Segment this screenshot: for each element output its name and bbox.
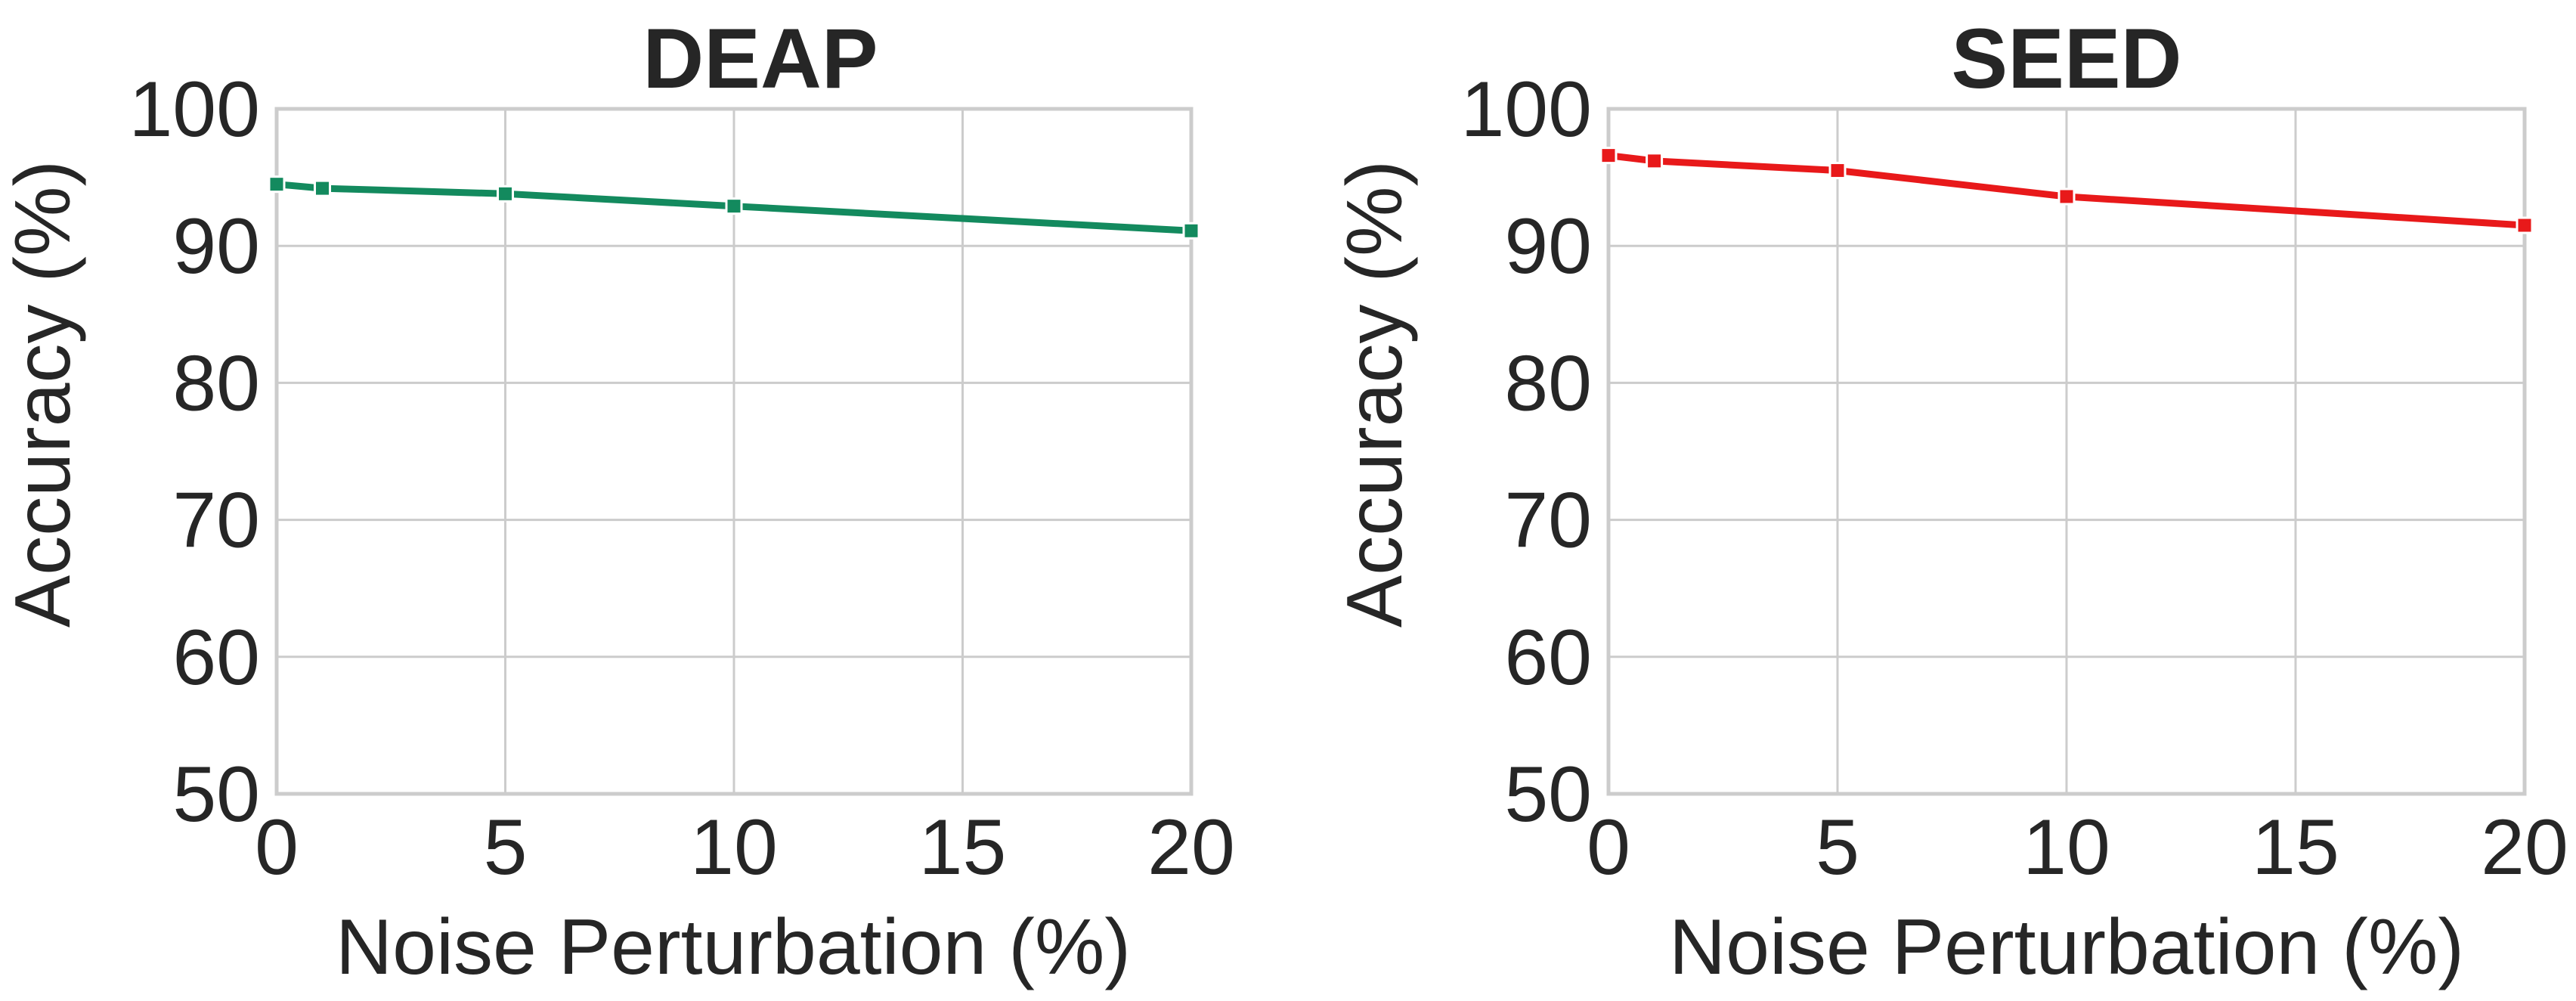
- data-series: [268, 175, 1200, 240]
- x-tick-labels: 0 5 10 15 20: [1587, 804, 2568, 891]
- y-tick-label: 50: [1504, 751, 1592, 838]
- chart-panel-seed: SEED Accuracy (%) Noise Perturbation (%)…: [1331, 11, 2568, 991]
- x-tick-label: 5: [1816, 804, 1859, 891]
- data-point: [2057, 187, 2076, 206]
- x-tick-label: 0: [255, 804, 299, 891]
- y-tick-label: 80: [1504, 339, 1592, 427]
- data-point: [1828, 162, 1847, 180]
- x-tick-label: 20: [2481, 804, 2568, 891]
- y-tick-label: 60: [1504, 614, 1592, 702]
- y-tick-labels: 50 60 70 80 90 100: [1460, 66, 1592, 838]
- data-point: [314, 179, 331, 197]
- x-axis-label: Noise Perturbation (%): [336, 903, 1131, 991]
- y-tick-label: 100: [1460, 66, 1592, 153]
- x-axis-label: Noise Perturbation (%): [1669, 903, 2464, 991]
- data-point: [2516, 216, 2534, 234]
- y-axis-label: Accuracy (%): [0, 160, 87, 628]
- y-tick-label: 100: [128, 66, 260, 153]
- y-tick-label: 60: [172, 614, 260, 702]
- x-tick-labels: 0 5 10 15 20: [255, 804, 1235, 891]
- data-point: [268, 175, 286, 194]
- data-point: [1646, 152, 1664, 170]
- x-tick-label: 0: [1587, 804, 1630, 891]
- x-tick-label: 10: [2023, 804, 2110, 891]
- chart-panel-deap: DEAP Accuracy (%) Noise Perturbation (%)…: [0, 11, 1235, 991]
- plot-frame: [274, 107, 1194, 796]
- y-tick-label: 90: [172, 203, 260, 290]
- y-tick-label: 70: [172, 477, 260, 565]
- chart-title: DEAP: [642, 11, 878, 106]
- data-point: [1599, 147, 1618, 165]
- x-tick-label: 15: [2252, 804, 2339, 891]
- y-axis-label: Accuracy (%): [1331, 160, 1419, 628]
- data-point: [725, 197, 743, 215]
- data-point: [1182, 222, 1200, 240]
- y-tick-label: 80: [172, 339, 260, 427]
- y-tick-label: 90: [1504, 203, 1592, 290]
- y-tick-label: 50: [172, 751, 260, 838]
- x-tick-label: 15: [919, 804, 1007, 891]
- plot-frame: [1606, 107, 2527, 796]
- grid: [1607, 107, 2526, 795]
- y-tick-label: 70: [1504, 477, 1592, 565]
- data-point: [497, 184, 514, 203]
- x-tick-label: 20: [1147, 804, 1235, 891]
- x-tick-label: 5: [484, 804, 528, 891]
- x-tick-label: 10: [690, 804, 778, 891]
- y-tick-labels: 50 60 70 80 90 100: [128, 66, 260, 838]
- chart-title: SEED: [1952, 11, 2182, 106]
- data-series: [1599, 147, 2534, 234]
